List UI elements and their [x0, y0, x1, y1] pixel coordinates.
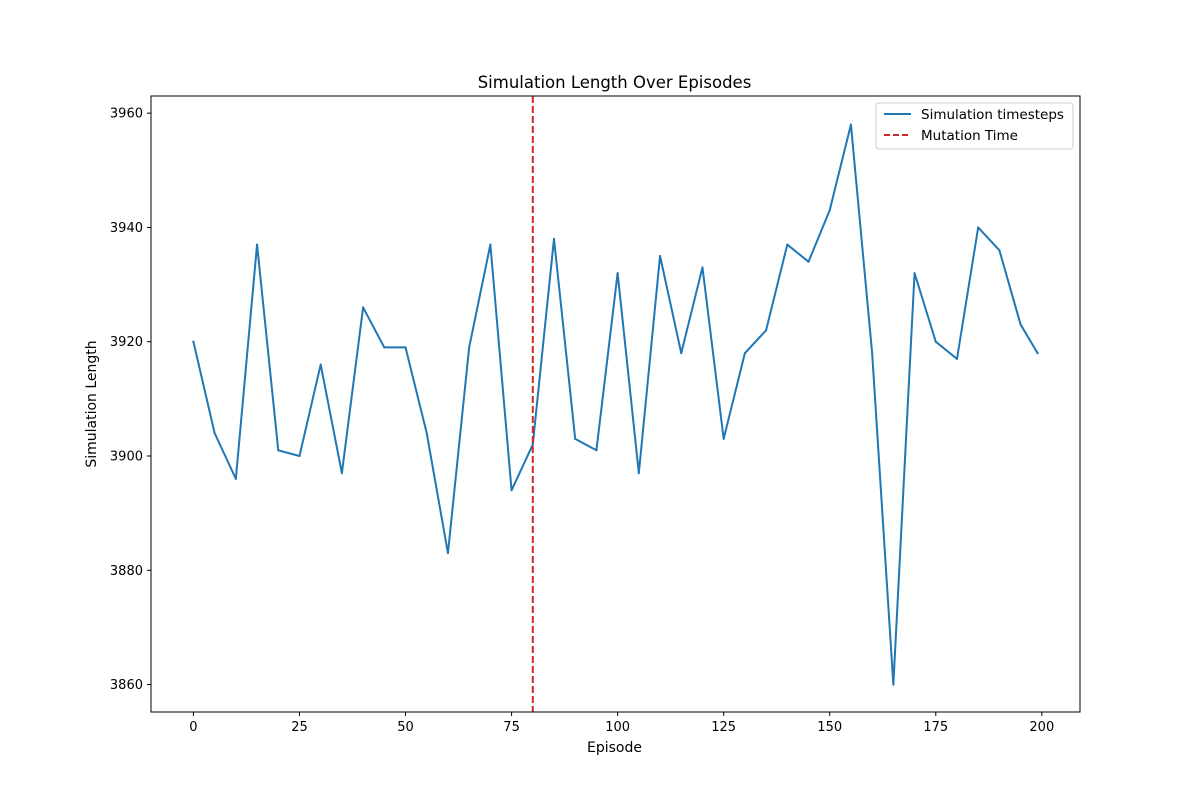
- data-point: [425, 432, 428, 435]
- data-point: [722, 437, 725, 440]
- plot-frame: [150, 95, 1081, 713]
- data-point: [404, 346, 407, 349]
- legend-label-simulation-timesteps: Simulation timesteps: [921, 107, 1064, 123]
- data-point: [977, 226, 980, 229]
- data-point: [871, 352, 874, 355]
- x-tick-label: 150: [817, 720, 842, 735]
- data-point: [892, 683, 895, 686]
- data-point: [828, 209, 831, 212]
- y-tick-label: 3880: [110, 564, 143, 579]
- legend-label-mutation-time: Mutation Time: [921, 128, 1018, 144]
- data-point: [743, 352, 746, 355]
- data-point: [955, 357, 958, 360]
- data-point: [340, 472, 343, 475]
- data-point: [786, 243, 789, 246]
- data-point: [256, 243, 259, 246]
- data-point: [446, 552, 449, 555]
- series-line-0: [192, 123, 1039, 686]
- data-point: [234, 477, 237, 480]
- x-tick-label: 75: [503, 720, 520, 735]
- data-point: [701, 266, 704, 269]
- x-tick-label: 200: [1029, 720, 1054, 735]
- legend: Simulation timesteps Mutation Time: [875, 102, 1074, 150]
- plot-area: [192, 96, 1039, 712]
- x-tick-label: 125: [711, 720, 736, 735]
- data-point: [659, 255, 662, 257]
- data-point: [998, 249, 1001, 252]
- data-point: [468, 346, 471, 349]
- data-point: [934, 340, 937, 343]
- x-tick-label: 50: [397, 720, 414, 735]
- y-tick-label: 3900: [110, 450, 143, 465]
- x-axis-label: Episode: [587, 740, 642, 756]
- data-point: [319, 363, 322, 366]
- data-point: [765, 329, 768, 332]
- data-point: [552, 237, 555, 240]
- data-point: [383, 346, 386, 349]
- data-point: [680, 352, 683, 355]
- data-point: [595, 449, 598, 452]
- y-axis: 3860 3880 3900 3920 3940 3960: [110, 107, 151, 693]
- chart-title: Simulation Length Over Episodes: [478, 73, 752, 92]
- data-point: [213, 432, 216, 435]
- data-point: [277, 449, 280, 452]
- data-point: [362, 306, 365, 309]
- data-point: [849, 123, 852, 126]
- x-tick-label: 175: [923, 720, 948, 735]
- data-point: [510, 489, 513, 492]
- y-tick-label: 3940: [110, 221, 143, 236]
- legend-box: [875, 102, 1074, 150]
- data-point: [298, 455, 301, 457]
- data-point: [1036, 352, 1039, 355]
- y-tick-label: 3960: [110, 107, 143, 122]
- x-tick-label: 100: [605, 720, 630, 735]
- x-tick-label: 25: [291, 720, 308, 735]
- x-tick-label: 0: [189, 720, 197, 735]
- data-point: [913, 272, 916, 275]
- x-axis: 0 25 50 75 100 125 150 175 200: [189, 712, 1054, 735]
- y-tick-label: 3920: [110, 335, 143, 350]
- data-point: [531, 443, 534, 446]
- y-tick-label: 3860: [110, 678, 143, 693]
- data-point: [574, 437, 577, 440]
- data-point: [807, 260, 810, 263]
- data-point: [616, 272, 619, 275]
- y-axis-label: Simulation Length: [84, 340, 100, 467]
- data-point: [637, 472, 640, 475]
- data-point: [489, 243, 492, 246]
- data-point: [192, 340, 195, 343]
- data-point: [1019, 323, 1022, 326]
